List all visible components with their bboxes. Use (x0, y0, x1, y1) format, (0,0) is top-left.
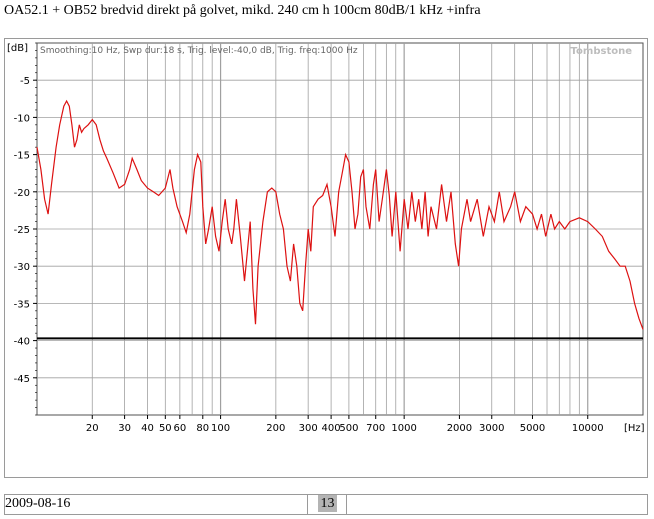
chart-frame (4, 38, 648, 478)
x-tick-label: 200 (266, 423, 285, 434)
measurement-info: Smoothing:10 Hz, Swp dur:18 s, Trig. lev… (40, 46, 358, 56)
x-tick-label: 10000 (572, 423, 604, 434)
x-tick-label: 40 (141, 423, 154, 434)
x-tick-label: 3000 (479, 423, 504, 434)
y-tick-label: -35 (14, 299, 30, 310)
footer: 2009-08-16 13 (4, 494, 648, 515)
y-axis-label: [dB] (7, 43, 28, 54)
y-tick-label: -5 (20, 76, 30, 87)
x-axis-label: [Hz] (624, 423, 645, 434)
y-axis: -5 -10 -15 -20 -25 -30 -35 -40 -45 (14, 42, 37, 416)
page-title: OA52.1 + OB52 bredvid direkt på golvet, … (4, 3, 481, 18)
x-tick-label: 30 (118, 423, 131, 434)
y-tick-label: -45 (14, 374, 30, 385)
x-tick-label: 300 (299, 423, 318, 434)
x-tick-label: 5000 (520, 423, 545, 434)
y-tick-label: -25 (14, 225, 30, 236)
x-tick-label: 20 (86, 423, 99, 434)
grid (37, 43, 643, 415)
y-tick-label: -40 (14, 337, 30, 348)
x-tick-label: 400 (322, 423, 341, 434)
x-tick-label: 1000 (391, 423, 416, 434)
page-number: 13 (318, 495, 337, 512)
x-tick-label: 2000 (447, 423, 472, 434)
footer-date: 2009-08-16 (5, 496, 71, 511)
watermark: Tombstone (571, 46, 633, 57)
x-tick-label: 500 (339, 423, 358, 434)
x-tick-label: 50 (159, 423, 172, 434)
x-tick-label: 80 (196, 423, 209, 434)
y-tick-label: -15 (14, 151, 30, 162)
x-tick-label: 100 (211, 423, 230, 434)
y-tick-label: -20 (14, 188, 30, 199)
y-tick-label: -30 (14, 262, 30, 273)
series-line (36, 99, 644, 330)
y-tick-label: -10 (14, 113, 30, 124)
page-number-box: 13 (307, 494, 347, 515)
x-tick-label: 700 (366, 423, 385, 434)
x-tick-label: 60 (173, 423, 186, 434)
frequency-response-chart: -5-10-15-20-25-30-35-40-45 20 30 40 50 60 80 1… (7, 42, 645, 434)
